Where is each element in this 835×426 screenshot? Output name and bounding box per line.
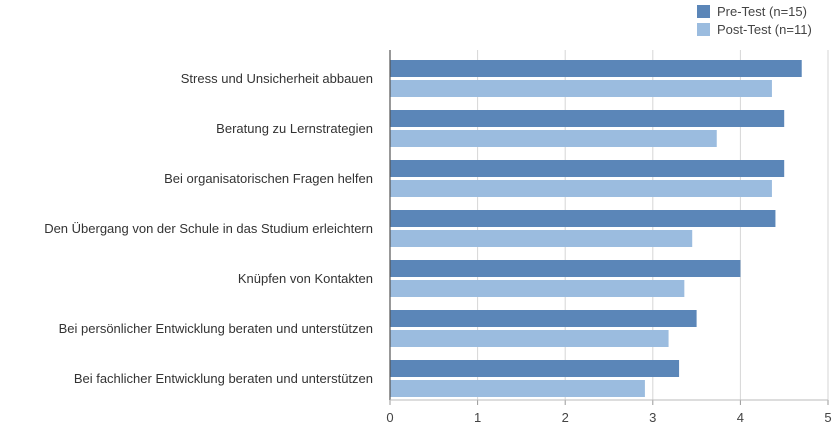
bar: [390, 280, 685, 297]
bar: [390, 210, 776, 227]
category-label: Bei persönlicher Entwicklung beraten und…: [59, 321, 373, 336]
legend-item-pre: Pre-Test (n=15): [697, 2, 812, 20]
bar: [390, 230, 693, 247]
category-label: Stress und Unsicherheit abbauen: [181, 71, 373, 86]
category-label: Beratung zu Lernstrategien: [216, 121, 373, 136]
bar: [390, 80, 772, 97]
legend: Pre-Test (n=15) Post-Test (n=11): [697, 2, 812, 38]
x-tick-label: 0: [386, 410, 393, 425]
x-tick-label: 5: [824, 410, 831, 425]
x-tick-label: 4: [737, 410, 744, 425]
legend-item-post: Post-Test (n=11): [697, 20, 812, 38]
category-label: Knüpfen von Kontakten: [238, 271, 373, 286]
bar: [390, 380, 645, 397]
bar: [390, 60, 802, 77]
bar: [390, 110, 785, 127]
category-label: Bei organisatorischen Fragen helfen: [164, 171, 373, 186]
legend-label-pre: Pre-Test (n=15): [717, 3, 807, 19]
legend-swatch-post: [697, 22, 710, 36]
bar: [390, 360, 680, 377]
bar: [390, 130, 717, 147]
x-tick-label: 1: [474, 410, 481, 425]
bar: [390, 180, 772, 197]
legend-label-post: Post-Test (n=11): [717, 21, 812, 37]
category-label: Bei fachlicher Entwicklung beraten und u…: [74, 371, 373, 386]
bar: [390, 330, 669, 347]
category-label: Den Übergang von der Schule in das Studi…: [44, 221, 373, 236]
bar: [390, 260, 741, 277]
x-tick-label: 2: [562, 410, 569, 425]
legend-swatch-pre: [697, 4, 710, 18]
bar: [390, 310, 697, 327]
bar: [390, 160, 785, 177]
x-tick-label: 3: [649, 410, 656, 425]
